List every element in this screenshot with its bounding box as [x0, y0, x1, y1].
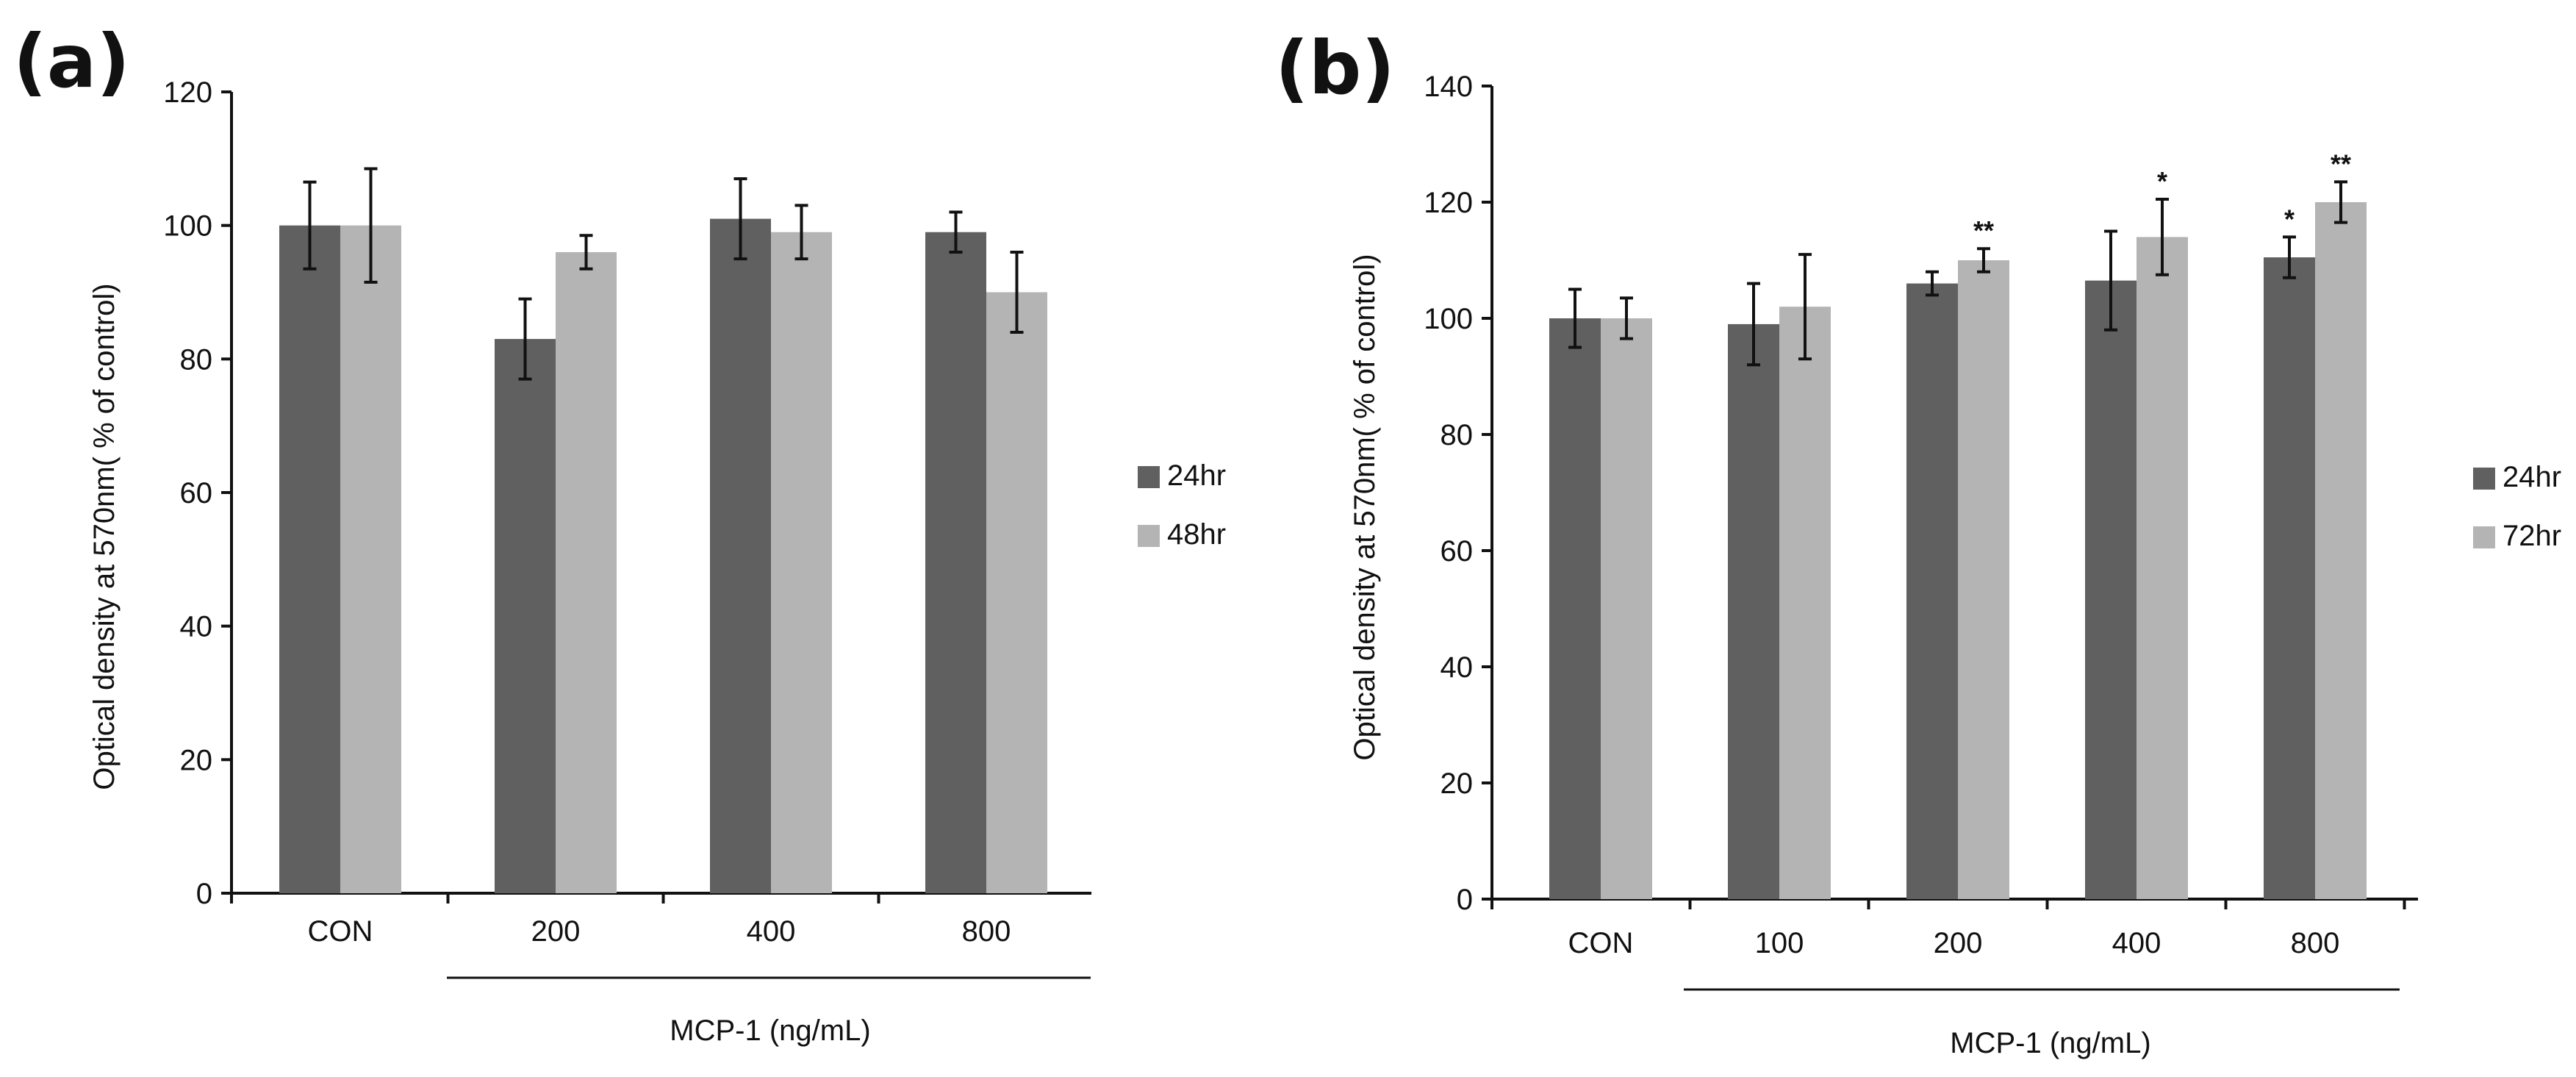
- legend-swatch-72hr: [2473, 526, 2495, 548]
- significance-mark: **: [1973, 215, 1994, 246]
- y-tick-label: 60: [180, 477, 213, 509]
- y-tick-label: 80: [1441, 419, 1474, 451]
- legend-label-24hr: 24hr: [1167, 459, 1226, 492]
- legend-swatch-48hr: [1138, 525, 1160, 547]
- y-tick-label: 0: [1457, 884, 1473, 916]
- y-tick-label: 100: [1424, 303, 1473, 335]
- x-tick-label: 100: [1755, 927, 1804, 959]
- bar-48hr-400: [771, 232, 832, 893]
- panel-label-b: (b): [1275, 25, 1395, 111]
- legend-swatch-24hr: [1138, 466, 1160, 488]
- bar-72hr-CON: [1601, 318, 1652, 899]
- x-axis-title-a: MCP-1 (ng/mL): [670, 1015, 870, 1047]
- legend-label-48hr: 48hr: [1167, 518, 1226, 551]
- bar-48hr-CON: [340, 225, 401, 894]
- bar-72hr-400: [2136, 237, 2188, 899]
- bar-24hr-400: [2085, 280, 2136, 899]
- chart-panel-b: (b) Optical density at 570nm( % of contr…: [1275, 25, 2561, 1059]
- x-tick-label: CON: [308, 915, 373, 948]
- bar-24hr-CON: [279, 225, 340, 894]
- y-tick-label: 120: [163, 76, 212, 109]
- bar-48hr-200: [556, 252, 617, 893]
- significance-mark: *: [2284, 204, 2295, 234]
- plot-area-a: 0 20 40 60 80 100 120 CON 200 400 800 24hr 48hr: [163, 76, 1226, 979]
- x-tick-label: 200: [531, 915, 581, 948]
- bar-24hr-CON: [1549, 318, 1601, 899]
- y-axis-title-b: Optical density at 570nm( % of control): [1349, 254, 1381, 760]
- x-tick-label: 200: [1934, 927, 1983, 959]
- x-tick-label: 400: [2112, 927, 2161, 959]
- x-tick-label: 800: [2291, 927, 2340, 959]
- y-tick-label: 40: [180, 611, 213, 643]
- y-tick-label: 80: [180, 343, 213, 376]
- y-tick-label: 60: [1441, 535, 1474, 568]
- legend-swatch-24hr: [2473, 468, 2495, 490]
- bar-72hr-800: [2315, 202, 2367, 899]
- significance-mark: *: [2157, 166, 2167, 196]
- y-tick-label: 140: [1424, 71, 1473, 103]
- y-tick-label: 20: [1441, 768, 1474, 800]
- x-tick-label: 800: [962, 915, 1011, 948]
- bar-48hr-800: [986, 292, 1047, 893]
- panel-label-a: (a): [13, 18, 130, 104]
- bar-72hr-100: [1779, 307, 1831, 899]
- y-tick-label: 20: [180, 744, 213, 776]
- bar-24hr-200: [1906, 283, 1958, 900]
- bar-24hr-800: [925, 232, 986, 893]
- y-axis-title-a: Optical density at 570nm( % of control): [88, 283, 121, 790]
- y-tick-label: 120: [1424, 187, 1473, 219]
- legend-label-72hr: 72hr: [2503, 520, 2561, 552]
- significance-mark: **: [2331, 149, 2351, 179]
- x-tick-label: CON: [1568, 927, 1634, 959]
- x-axis-title-b: MCP-1 (ng/mL): [1950, 1027, 2150, 1059]
- bar-72hr-200: [1958, 260, 2009, 899]
- chart-panel-a: (a) Optical density at 570nm( % of contr…: [13, 18, 1226, 1047]
- y-tick-label: 40: [1441, 651, 1474, 684]
- x-tick-label: 400: [747, 915, 796, 948]
- bar-24hr-200: [495, 339, 556, 893]
- bar-24hr-400: [710, 218, 771, 893]
- y-tick-label: 100: [163, 210, 212, 243]
- y-tick-label: 0: [196, 878, 212, 910]
- bar-24hr-100: [1728, 323, 1779, 899]
- bar-24hr-800: [2264, 257, 2315, 899]
- legend-label-24hr: 24hr: [2503, 461, 2561, 493]
